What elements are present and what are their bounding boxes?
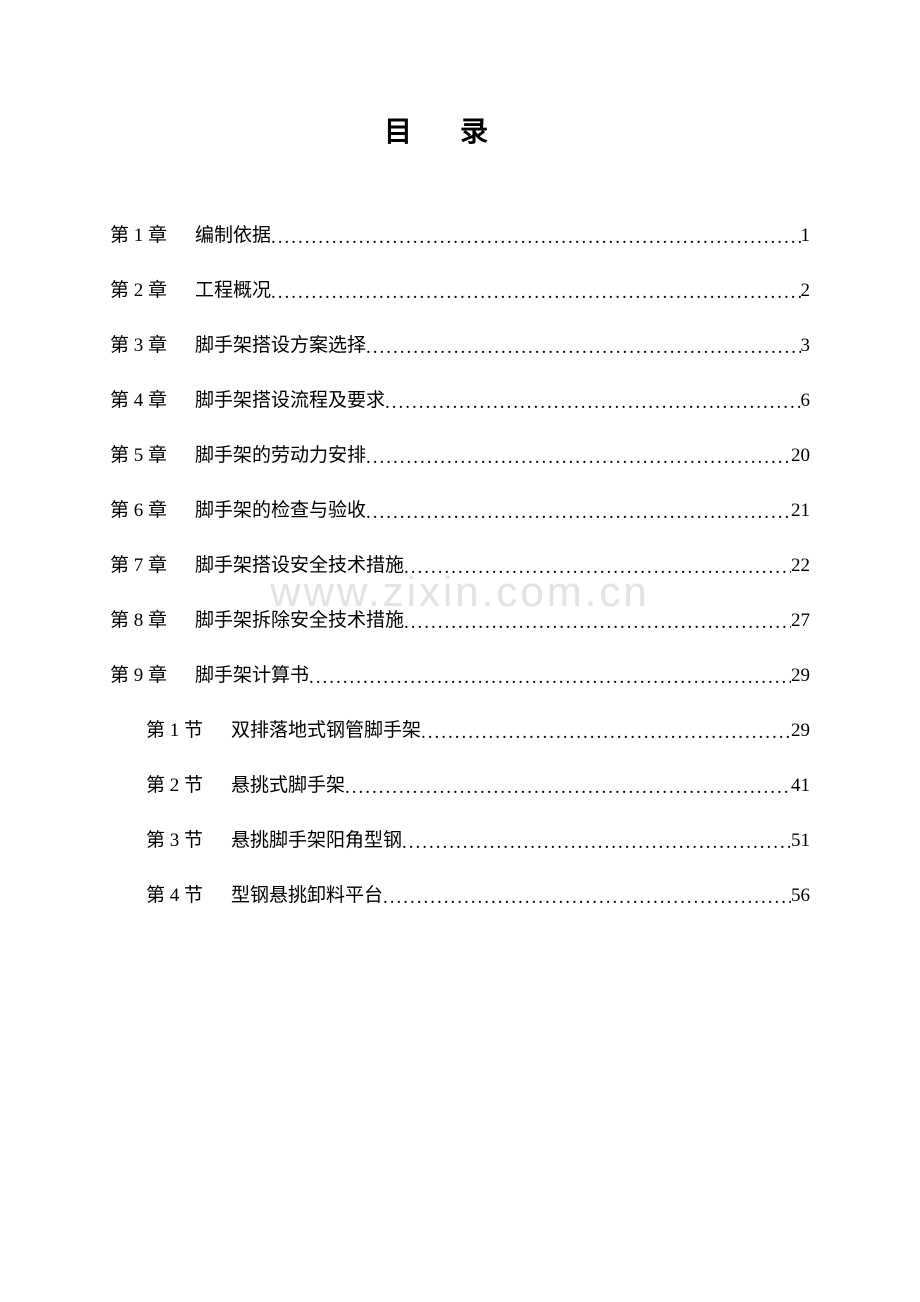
page-number: 22 — [791, 555, 810, 577]
page-number: 56 — [791, 885, 810, 907]
dot-leader — [385, 392, 800, 414]
chapter-label: 第 1 节 — [146, 715, 203, 742]
chapter-label: 第 4 节 — [146, 880, 203, 907]
chapter-label: 第 9 章 — [110, 660, 167, 687]
chapter-title: 编制依据 — [195, 220, 271, 247]
chapter-title: 脚手架计算书 — [195, 660, 309, 687]
chapter-label: 第 2 节 — [146, 770, 203, 797]
chapter-label: 第 4 章 — [110, 385, 167, 412]
toc-entry: 第 2 节 悬挑式脚手架 41 — [110, 770, 810, 797]
toc-entry: 第 1 节 双排落地式钢管脚手架 29 — [110, 715, 810, 742]
chapter-label: 第 5 章 — [110, 440, 167, 467]
dot-leader — [271, 227, 800, 249]
toc-entry: 第 2 章 工程概况 2 — [110, 275, 810, 302]
dot-leader — [404, 612, 791, 634]
dot-leader — [404, 557, 791, 579]
chapter-title: 脚手架搭设方案选择 — [195, 330, 366, 357]
toc-entry: 第 7 章 脚手架搭设安全技术措施 22 — [110, 550, 810, 577]
page-number: 2 — [801, 280, 811, 302]
toc-entry: 第 3 章 脚手架搭设方案选择 3 — [110, 330, 810, 357]
toc-entry: 第 4 节 型钢悬挑卸料平台 56 — [110, 880, 810, 907]
chapter-title: 脚手架搭设安全技术措施 — [195, 550, 404, 577]
page-number: 3 — [801, 335, 811, 357]
chapter-title: 脚手架的劳动力安排 — [195, 440, 366, 467]
dot-leader — [402, 832, 791, 854]
toc-entry: 第 5 章 脚手架的劳动力安排 20 — [110, 440, 810, 467]
dot-leader — [421, 722, 791, 744]
toc-entry: 第 8 章 脚手架拆除安全技术措施 27 — [110, 605, 810, 632]
toc-entry: 第 6 章 脚手架的检查与验收 21 — [110, 495, 810, 522]
dot-leader — [309, 667, 791, 689]
chapter-label: 第 2 章 — [110, 275, 167, 302]
dot-leader — [345, 777, 791, 799]
toc-entry: 第 9 章 脚手架计算书 29 — [110, 660, 810, 687]
toc-entry: 第 3 节 悬挑脚手架阳角型钢 51 — [110, 825, 810, 852]
page-number: 29 — [791, 720, 810, 742]
chapter-title: 型钢悬挑卸料平台 — [231, 880, 383, 907]
toc-list: 第 1 章 编制依据 1 第 2 章 工程概况 2 第 3 章 脚手架搭设方案选择 3 第 4 章… — [110, 220, 810, 907]
chapter-label: 第 6 章 — [110, 495, 167, 522]
toc-title: 目录 — [110, 110, 810, 150]
chapter-title: 工程概况 — [195, 275, 271, 302]
chapter-title: 脚手架的检查与验收 — [195, 495, 366, 522]
chapter-title: 双排落地式钢管脚手架 — [231, 715, 421, 742]
chapter-label: 第 1 章 — [110, 220, 167, 247]
toc-entry: 第 1 章 编制依据 1 — [110, 220, 810, 247]
chapter-title: 脚手架拆除安全技术措施 — [195, 605, 404, 632]
page-number: 51 — [791, 830, 810, 852]
dot-leader — [271, 282, 800, 304]
page-number: 1 — [801, 225, 811, 247]
toc-entry: 第 4 章 脚手架搭设流程及要求 6 — [110, 385, 810, 412]
chapter-label: 第 3 章 — [110, 330, 167, 357]
page-number: 20 — [791, 445, 810, 467]
chapter-title: 脚手架搭设流程及要求 — [195, 385, 385, 412]
page-number: 21 — [791, 500, 810, 522]
page-number: 29 — [791, 665, 810, 687]
page-number: 41 — [791, 775, 810, 797]
chapter-title: 悬挑脚手架阳角型钢 — [231, 825, 402, 852]
chapter-label: 第 8 章 — [110, 605, 167, 632]
chapter-title: 悬挑式脚手架 — [231, 770, 345, 797]
dot-leader — [383, 887, 791, 909]
dot-leader — [366, 447, 791, 469]
page-content: 目录 第 1 章编制依据1第 2 章工程概况2第 3 章脚手架搭设方案选择3第 … — [0, 0, 920, 907]
dot-leader — [366, 337, 800, 359]
page-number: 27 — [791, 610, 810, 632]
chapter-label: 第 3 节 — [146, 825, 203, 852]
chapter-label: 第 7 章 — [110, 550, 167, 577]
page-number: 6 — [801, 390, 811, 412]
dot-leader — [366, 502, 791, 524]
